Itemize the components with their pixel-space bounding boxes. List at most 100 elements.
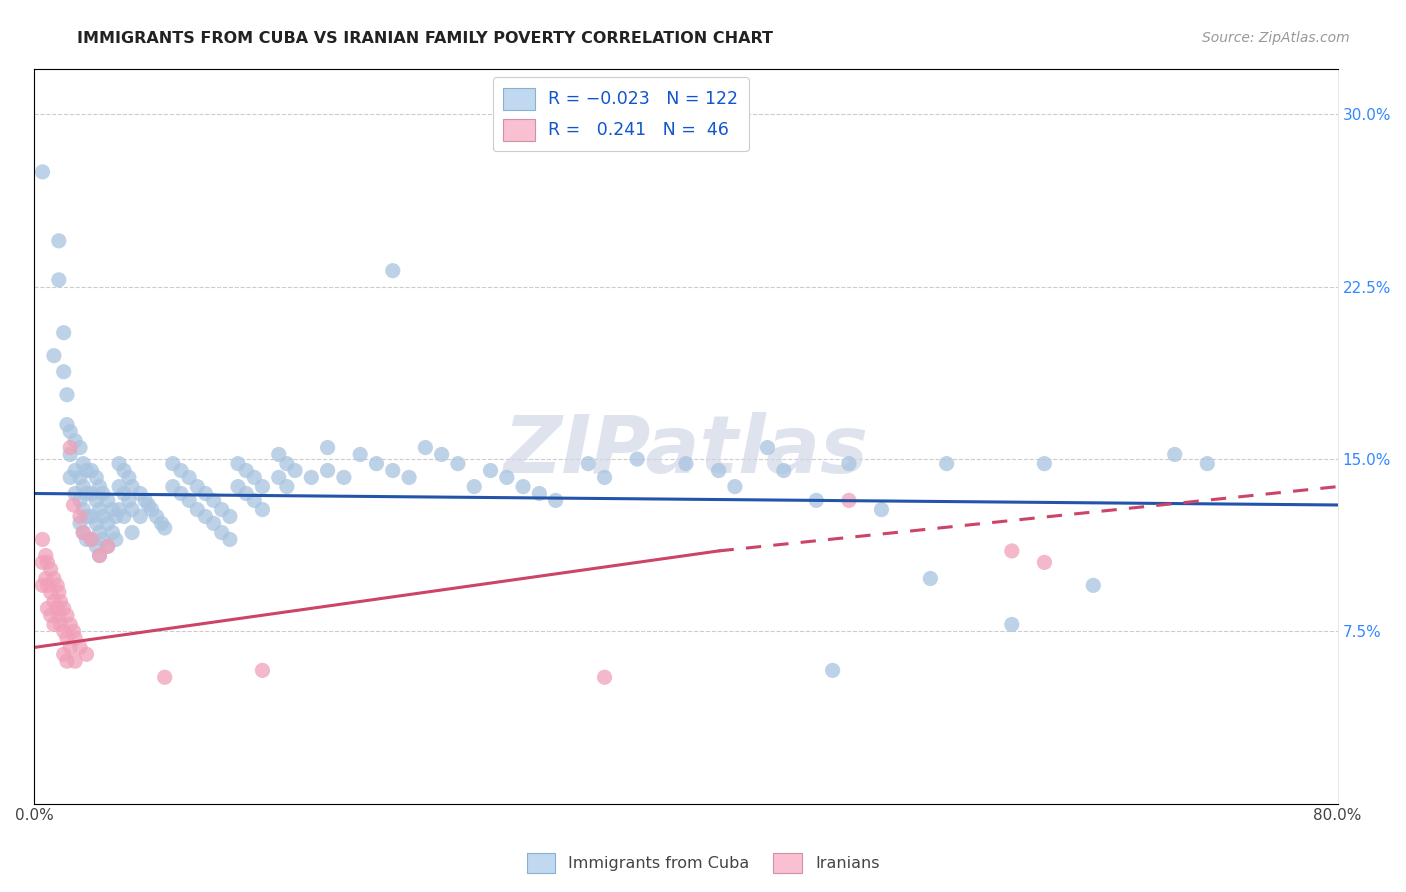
Point [141,502,163,516]
Point [593,670,616,684]
Point [724,480,747,494]
Point [48,273,70,287]
Point [84,470,107,484]
Point [72,525,94,540]
Point [72,502,94,516]
Point [211,525,233,540]
Point [104,509,127,524]
Point [48,585,70,599]
Point [529,486,551,500]
Point [170,486,193,500]
Point [1001,544,1024,558]
Point [72,525,94,540]
Point [52,601,75,615]
Point [121,502,143,516]
Point [63,654,86,668]
Point [118,493,141,508]
Point [150,516,173,531]
Point [118,470,141,484]
Point [108,480,131,494]
Point [97,493,120,508]
Point [84,539,107,553]
Point [80,486,103,500]
Point [69,493,91,508]
Point [772,463,794,477]
Point [101,502,124,516]
Point [97,539,120,553]
Point [59,425,82,439]
Point [186,480,208,494]
Point [89,480,111,494]
Point [63,463,86,477]
Point [89,549,111,563]
Point [108,502,131,516]
Point [129,486,152,500]
Point [39,585,62,599]
Point [134,493,156,508]
Point [42,349,65,363]
Point [1033,556,1056,570]
Point [112,509,135,524]
Point [59,447,82,461]
Point [112,463,135,477]
Point [226,480,249,494]
Point [821,664,844,678]
Point [91,486,114,500]
Point [267,447,290,461]
Point [69,509,91,524]
Point [46,578,69,592]
Point [299,470,322,484]
Point [63,434,86,448]
Point [153,670,176,684]
Point [52,326,75,340]
Point [56,388,79,402]
Point [276,480,298,494]
Point [381,263,404,277]
Point [35,572,58,586]
Point [76,463,98,477]
Point [415,441,437,455]
Point [1001,617,1024,632]
Point [80,509,103,524]
Point [63,486,86,500]
Point [89,502,111,516]
Point [218,533,240,547]
Point [276,457,298,471]
Point [576,457,599,471]
Point [806,493,828,508]
Point [243,493,266,508]
Point [479,463,502,477]
Point [194,509,217,524]
Point [235,463,257,477]
Legend: Immigrants from Cuba, Iranians: Immigrants from Cuba, Iranians [520,847,886,880]
Point [80,533,103,547]
Point [218,509,240,524]
Point [31,578,53,592]
Point [91,509,114,524]
Point [52,624,75,639]
Point [675,457,697,471]
Point [63,631,86,645]
Point [49,594,72,608]
Point [935,457,957,471]
Point [121,480,143,494]
Point [179,470,201,484]
Point [838,457,860,471]
Point [202,516,225,531]
Point [170,463,193,477]
Text: Source: ZipAtlas.com: Source: ZipAtlas.com [1202,31,1350,45]
Point [72,457,94,471]
Point [129,509,152,524]
Point [162,457,184,471]
Point [56,631,79,645]
Point [226,457,249,471]
Point [108,457,131,471]
Point [381,463,404,477]
Point [31,556,53,570]
Point [112,486,135,500]
Point [284,463,307,477]
Point [97,516,120,531]
Point [59,640,82,655]
Point [243,470,266,484]
Point [626,452,648,467]
